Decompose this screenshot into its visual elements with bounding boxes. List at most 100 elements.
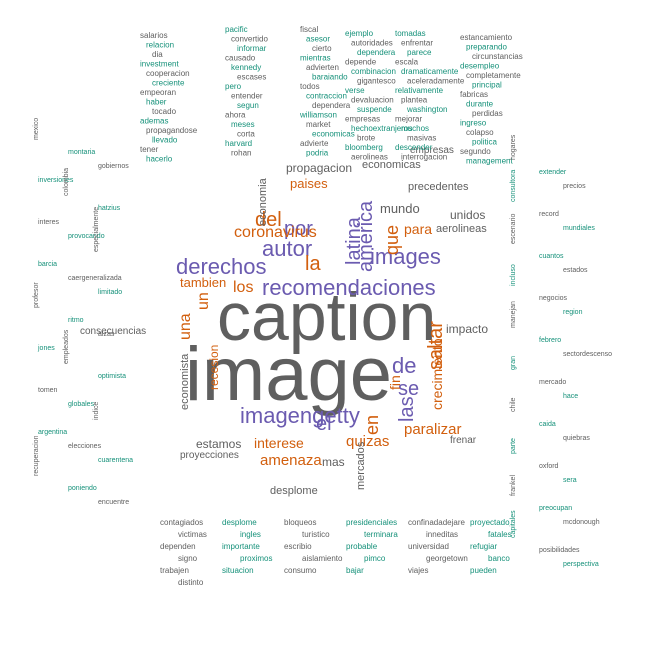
- word-economista: economista: [179, 353, 191, 410]
- filler-word: limitado: [98, 289, 122, 296]
- filler-word: encuentre: [98, 499, 129, 506]
- filler-word: haber: [146, 98, 167, 107]
- filler-word: recuperacion: [33, 435, 40, 476]
- filler-word: washington: [406, 105, 447, 114]
- filler-word: aerolineas: [351, 153, 388, 162]
- filler-word: gobiernos: [98, 163, 129, 170]
- filler-word: estancamiento: [460, 33, 513, 42]
- filler-word: oxford: [539, 463, 559, 470]
- filler-word: dependera: [357, 48, 396, 57]
- filler-word: mejorar: [395, 115, 422, 124]
- filler-word: dependera: [312, 101, 351, 110]
- filler-word: todos: [300, 82, 320, 91]
- filler-word: bloomberg: [345, 143, 383, 152]
- word-america: america: [355, 200, 377, 272]
- word-impacto: impacto: [446, 322, 488, 336]
- filler-word: posibilidades: [539, 547, 580, 554]
- filler-word: bajar: [346, 566, 364, 575]
- filler-word: manejan: [510, 301, 517, 328]
- filler-word: hogares: [510, 134, 517, 160]
- filler-word: probable: [346, 542, 378, 551]
- filler-word: interrogacion: [401, 153, 447, 162]
- filler-word: preocupan: [539, 505, 572, 512]
- filler-word: propagandose: [146, 126, 198, 135]
- filler-word: region: [563, 309, 583, 316]
- filler-word: georgetown: [426, 554, 468, 563]
- filler-word: dependen: [160, 542, 196, 551]
- filler-word: tener: [140, 145, 159, 154]
- word-economia: economia: [257, 177, 269, 226]
- filler-word: caergeneralizada: [68, 275, 122, 282]
- word-crecimiento: crecimiento: [429, 338, 445, 410]
- filler-word: tocado: [152, 107, 177, 116]
- filler-word: hatzius: [98, 205, 121, 212]
- filler-word: creciente: [152, 79, 185, 88]
- filler-word: rohan: [231, 149, 251, 158]
- word-image: image: [185, 332, 392, 417]
- filler-word: autoridades: [351, 39, 393, 48]
- filler-word: quiebras: [563, 435, 590, 442]
- filler-word: signo: [178, 554, 198, 563]
- filler-word: muchos: [401, 124, 429, 133]
- word-se: se: [398, 378, 419, 400]
- filler-word: proximos: [240, 554, 272, 563]
- filler-word: verse: [345, 86, 365, 95]
- filler-word: devaluacion: [351, 96, 394, 105]
- filler-word: negocios: [539, 295, 568, 302]
- word-el: el: [316, 413, 332, 435]
- word-mercados: mercados: [355, 441, 367, 490]
- filler-word: cierto: [312, 44, 332, 53]
- word-proyecciones: proyecciones: [180, 450, 239, 461]
- word-mas: mas: [322, 455, 345, 469]
- word-saltar: saltar: [425, 321, 447, 370]
- filler-word: mexico: [33, 118, 40, 140]
- filler-word: masivas: [407, 134, 436, 143]
- filler-word: escenario: [510, 214, 517, 244]
- filler-word: victimas: [178, 530, 207, 539]
- filler-word: trabajen: [160, 566, 189, 575]
- filler-word: parte: [510, 438, 517, 454]
- word-empresas: empresas: [410, 145, 454, 156]
- filler-word: chile: [510, 397, 517, 412]
- filler-word: escala: [395, 58, 419, 67]
- filler-word: precios: [563, 183, 586, 190]
- filler-word: durante: [466, 100, 494, 109]
- filler-word: dia: [152, 50, 163, 59]
- filler-word: economicas: [312, 130, 355, 139]
- filler-word: hacerlo: [146, 155, 173, 164]
- filler-word: harvard: [225, 139, 252, 148]
- filler-word: baraiando: [312, 73, 348, 82]
- word-imagengetty: imagengetty: [240, 403, 360, 428]
- word-images: images: [370, 244, 441, 269]
- filler-word: alzas: [98, 331, 115, 338]
- filler-word: record: [539, 211, 559, 218]
- word-propagacion: propagacion: [286, 161, 352, 175]
- filler-word: cooperacion: [146, 69, 190, 78]
- filler-word: desplome: [222, 518, 257, 527]
- filler-word: gran: [510, 356, 517, 370]
- filler-word: colapso: [466, 128, 494, 137]
- filler-word: refugiar: [470, 542, 497, 551]
- filler-word: ahora: [225, 111, 246, 120]
- word-precedentes: precedentes: [408, 181, 469, 193]
- filler-word: investment: [140, 60, 179, 69]
- filler-word: desempleo: [460, 62, 500, 71]
- filler-word: contraccion: [306, 92, 347, 101]
- filler-word: empleados: [63, 329, 70, 364]
- filler-word: terminara: [364, 530, 398, 539]
- filler-word: barcia: [38, 261, 57, 268]
- filler-word: sectordescenso: [563, 351, 612, 358]
- word-del: del: [255, 209, 282, 231]
- filler-word: empeoran: [140, 88, 176, 97]
- word-coronavirus: coronavirus: [234, 224, 317, 241]
- filler-word: tomen: [38, 387, 58, 394]
- filler-word: enfrentar: [401, 39, 433, 48]
- filler-word: sera: [563, 477, 577, 484]
- filler-word: consumo: [284, 566, 317, 575]
- word-por: por: [284, 218, 313, 240]
- filler-word: caida: [539, 421, 556, 428]
- filler-word: cuarentena: [98, 457, 133, 464]
- word-frenar: frenar: [450, 435, 477, 446]
- filler-word: cuantos: [539, 253, 564, 260]
